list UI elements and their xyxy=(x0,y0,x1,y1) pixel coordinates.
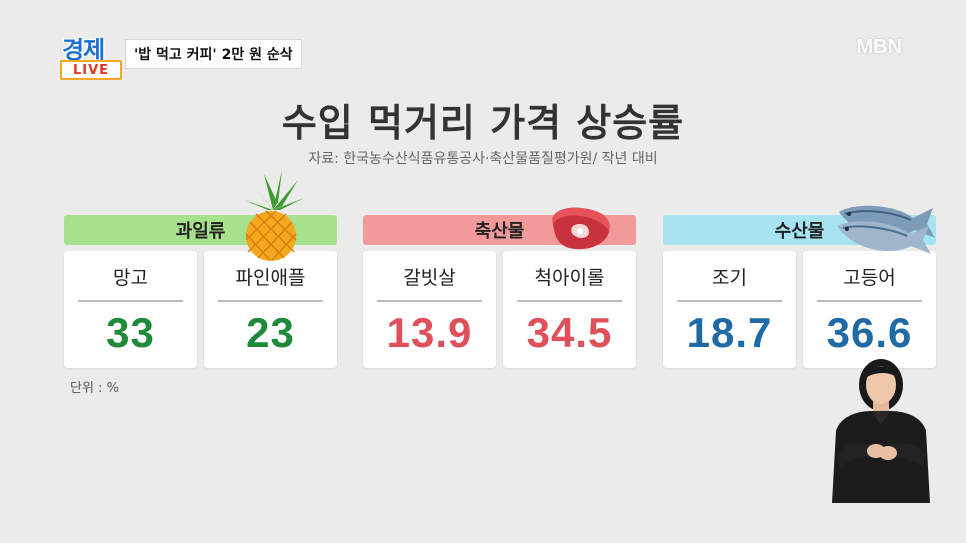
item-value: 36.6 xyxy=(826,309,913,356)
divider xyxy=(817,300,922,302)
item-label: 갈빗살 xyxy=(403,267,456,289)
sign-language-interpreter xyxy=(832,359,930,503)
item-label: 파인애플 xyxy=(235,267,306,289)
category-name: 축산물 xyxy=(474,221,525,242)
item-card: 파인애플 23 xyxy=(204,251,337,368)
divider xyxy=(78,300,183,302)
item-label: 조기 xyxy=(712,267,747,289)
headline-caption: '밥 먹고 커피' 2만 원 순삭 xyxy=(126,40,301,68)
item-value: 33 xyxy=(106,309,155,356)
item-value: 34.5 xyxy=(526,309,613,356)
unit-note: 단위 : % xyxy=(70,381,119,396)
program-logo-word: 경제 xyxy=(62,36,105,64)
fish-icon xyxy=(837,205,935,254)
category-name: 과일류 xyxy=(175,221,226,242)
program-badge: 경제 LIVE '밥 먹고 커피' 2만 원 순삭 xyxy=(58,30,301,80)
item-card: 고등어 36.6 xyxy=(803,251,936,368)
category-name: 수산물 xyxy=(774,221,825,242)
item-card: 조기 18.7 xyxy=(663,251,796,368)
category-cards: 조기 18.7 고등어 36.6 xyxy=(663,251,936,368)
page-title: 수입 먹거리 가격 상승률 xyxy=(281,101,685,145)
item-label: 망고 xyxy=(113,267,148,289)
divider xyxy=(377,300,482,302)
pineapple-icon xyxy=(244,170,304,261)
channel-logo: MBN xyxy=(856,36,902,58)
category-cards: 갈빗살 13.9 척아이롤 34.5 xyxy=(363,251,636,368)
divider xyxy=(218,300,323,302)
item-label: 고등어 xyxy=(843,267,896,289)
item-value: 23 xyxy=(246,309,295,356)
item-card: 망고 33 xyxy=(64,251,197,368)
meat-icon xyxy=(552,207,610,250)
item-label: 척아이롤 xyxy=(534,267,605,289)
category-cards: 망고 33 파인애플 23 xyxy=(64,251,337,368)
live-label: LIVE xyxy=(60,60,122,80)
item-card: 척아이롤 34.5 xyxy=(503,251,636,368)
item-value: 18.7 xyxy=(686,309,773,356)
item-value: 13.9 xyxy=(386,309,473,356)
divider xyxy=(677,300,782,302)
divider xyxy=(517,300,622,302)
category-group-fruit: 과일류 망고 33 파인애플 23 xyxy=(64,215,337,368)
program-logo: 경제 LIVE xyxy=(58,30,122,80)
source-note: 자료: 한국농수산식품유통공사·축산물품질평가원/ 작년 대비 xyxy=(308,151,658,167)
item-card: 갈빗살 13.9 xyxy=(363,251,496,368)
